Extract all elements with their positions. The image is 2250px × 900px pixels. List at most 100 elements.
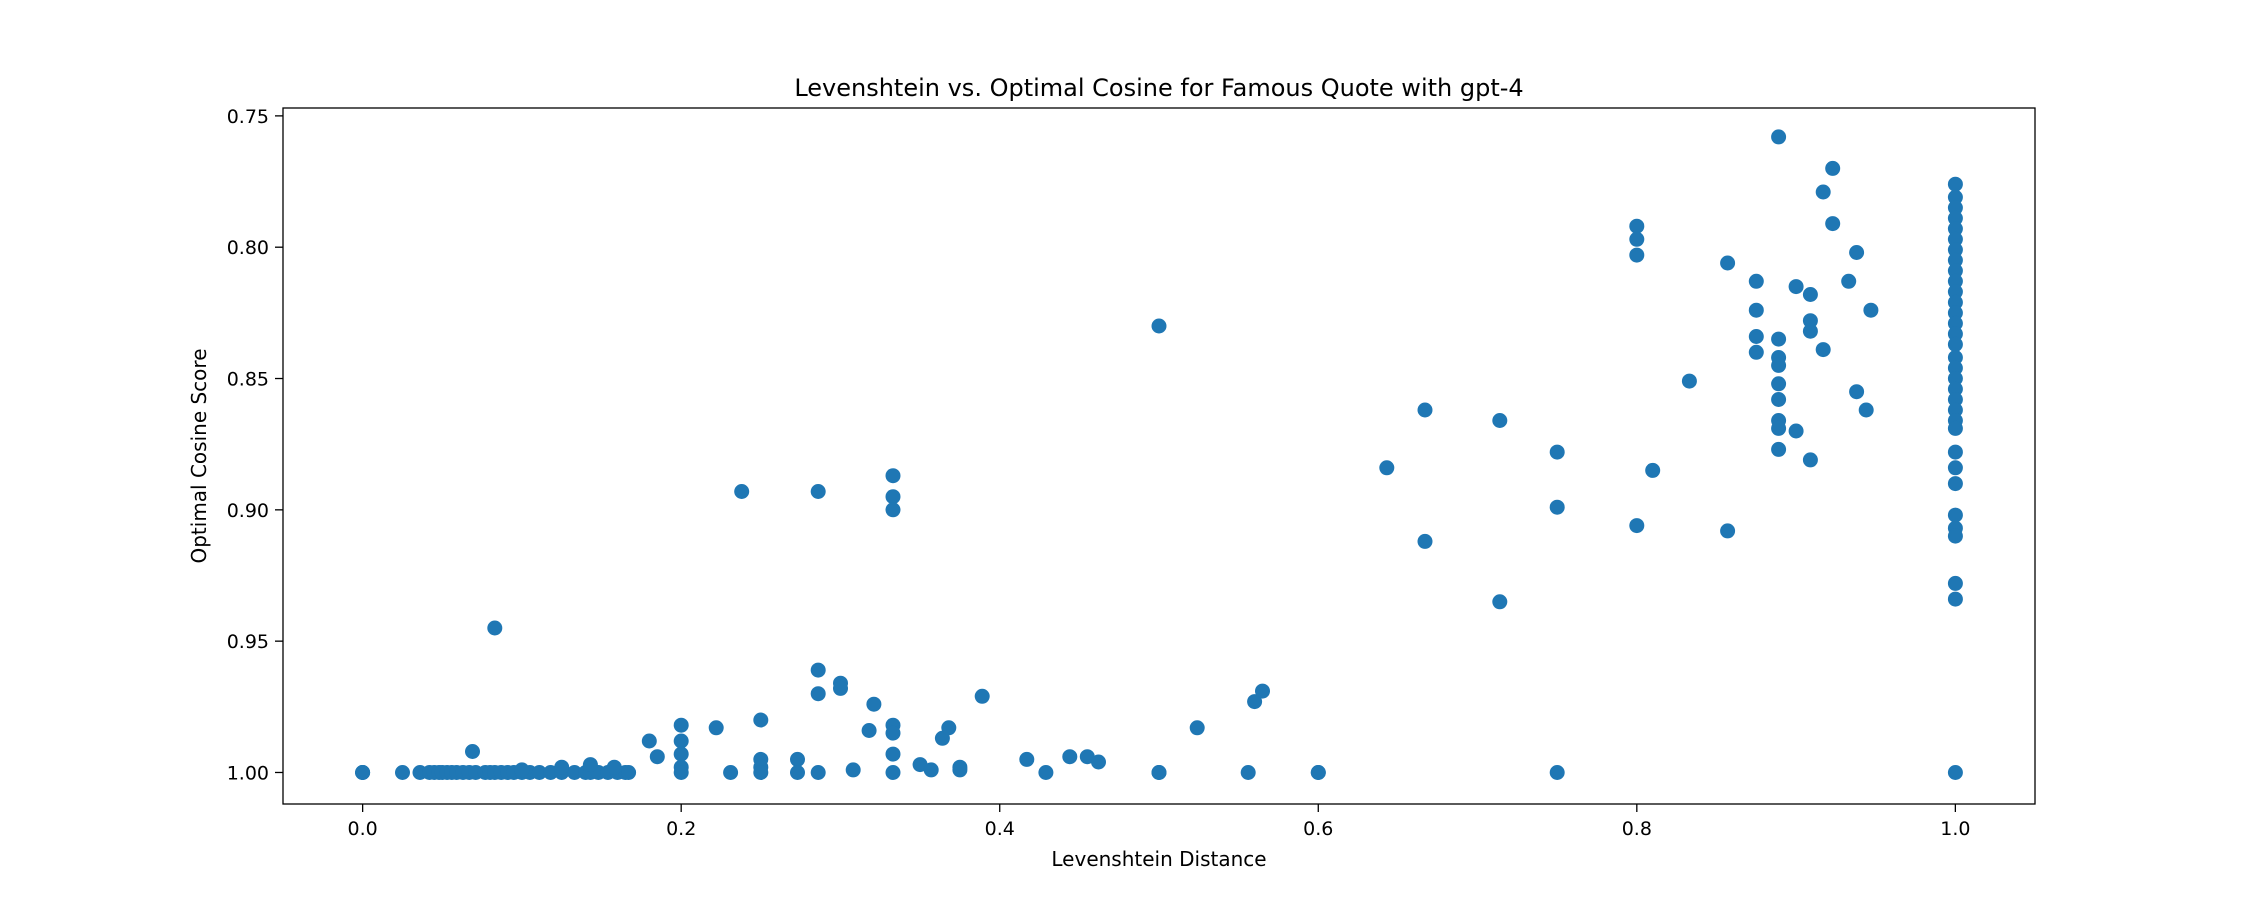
data-point <box>1947 305 1963 321</box>
data-point <box>1947 221 1963 237</box>
data-point <box>1151 765 1167 780</box>
data-point <box>1681 373 1697 389</box>
data-point <box>1492 413 1508 428</box>
x-axis-label: Levenshtein Distance <box>1051 847 1266 871</box>
data-point <box>1947 371 1963 386</box>
data-point <box>753 712 769 728</box>
data-point <box>1748 329 1764 344</box>
data-point <box>1771 420 1787 436</box>
data-point <box>1748 344 1764 360</box>
data-point <box>554 759 570 775</box>
x-tick-label: 0.8 <box>1622 818 1652 840</box>
data-point <box>465 744 480 759</box>
chart-title: Levenshtein vs. Optimal Cosine for Famou… <box>794 74 1523 102</box>
data-point <box>1645 462 1661 478</box>
data-point <box>673 717 689 733</box>
data-point <box>1492 594 1508 610</box>
data-point <box>1947 350 1963 365</box>
data-point <box>810 484 826 499</box>
data-point <box>1863 302 1879 318</box>
data-point <box>1947 575 1963 591</box>
data-point <box>1947 231 1963 247</box>
data-point <box>1947 392 1963 407</box>
data-point <box>1802 313 1818 329</box>
data-point <box>861 723 877 738</box>
data-point <box>1947 284 1963 300</box>
data-point <box>1629 218 1645 234</box>
data-point <box>355 765 371 780</box>
data-point <box>885 746 901 762</box>
data-point <box>1310 765 1326 780</box>
data-point <box>790 751 805 767</box>
data-point <box>1189 720 1205 736</box>
data-point <box>487 620 503 636</box>
data-point <box>673 746 689 762</box>
data-point <box>1151 318 1167 334</box>
data-point <box>641 733 657 749</box>
data-point <box>1802 287 1818 302</box>
data-point <box>1947 507 1963 523</box>
data-point <box>1947 252 1963 268</box>
data-point <box>1947 326 1963 342</box>
data-point <box>1947 476 1963 492</box>
data-point <box>1771 357 1787 373</box>
data-point <box>1825 216 1841 232</box>
data-point <box>1379 460 1395 476</box>
data-point <box>734 484 750 499</box>
y-axis-label: Optimal Cosine Score <box>187 348 211 563</box>
x-tick-label: 0.0 <box>348 818 378 840</box>
y-axis: 0.75 0.80 0.85 0.90 0.95 1.00 <box>227 106 283 784</box>
data-point <box>673 765 689 780</box>
x-tick-label: 0.2 <box>666 818 696 840</box>
data-point <box>1417 533 1433 549</box>
data-point <box>1802 323 1818 339</box>
data-point <box>790 765 805 780</box>
data-point <box>1771 392 1787 407</box>
data-point <box>1788 423 1804 439</box>
data-point <box>753 765 769 780</box>
data-point <box>866 696 882 712</box>
y-tick-label: 0.75 <box>227 106 269 128</box>
data-point <box>1947 263 1963 279</box>
data-point <box>952 762 968 778</box>
data-point <box>1748 302 1764 318</box>
y-tick-label: 0.95 <box>227 631 269 653</box>
data-point <box>912 757 928 773</box>
data-point <box>1091 754 1106 770</box>
data-point <box>1247 694 1263 710</box>
y-tick-label: 1.00 <box>227 762 269 784</box>
data-point <box>567 765 582 780</box>
data-point <box>649 749 665 765</box>
data-point <box>1947 591 1963 607</box>
data-point <box>1771 129 1787 145</box>
data-point <box>708 720 724 736</box>
data-point <box>1079 749 1095 765</box>
data-point <box>673 733 689 749</box>
data-point <box>543 765 559 780</box>
plot-area <box>282 107 2036 805</box>
data-point <box>1947 444 1963 460</box>
x-tick-label: 0.4 <box>985 818 1015 840</box>
data-point <box>1947 242 1963 258</box>
data-point <box>1841 273 1857 289</box>
y-tick-label: 0.80 <box>227 237 269 259</box>
data-point <box>1771 331 1787 347</box>
data-point <box>1947 381 1963 397</box>
data-point <box>723 765 739 780</box>
data-point <box>1549 499 1565 515</box>
data-point <box>810 686 826 702</box>
data-point <box>1549 765 1565 780</box>
data-point <box>885 765 901 780</box>
data-point <box>1788 279 1804 295</box>
data-point <box>1019 751 1035 767</box>
data-point <box>1748 273 1764 289</box>
data-point <box>1038 765 1054 780</box>
data-point <box>1720 255 1736 271</box>
data-point <box>621 765 637 780</box>
data-point <box>833 680 848 696</box>
data-point <box>1629 518 1645 534</box>
data-point <box>1255 683 1270 699</box>
data-point <box>810 662 826 678</box>
data-point <box>1720 523 1736 539</box>
